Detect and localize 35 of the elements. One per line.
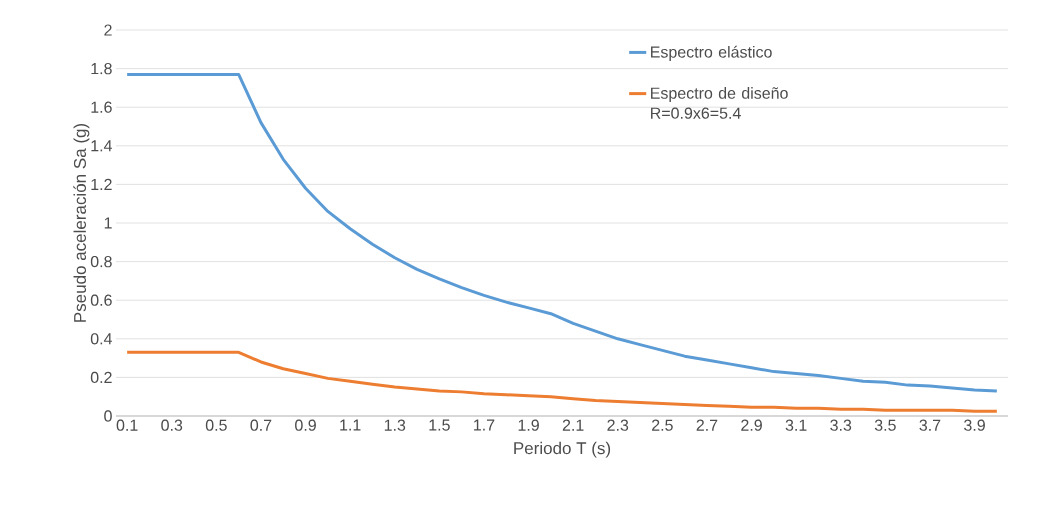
x-axis-title: Periodo T (s)	[514, 441, 611, 458]
legend-label: Espectro de diseño R=0.9x6=5.4	[651, 87, 788, 119]
x-tick-label: 1.3	[384, 419, 406, 431]
x-tick-label: 3.7	[919, 419, 941, 431]
y-axis-title: Pseudo aceleración Sa (g)	[73, 123, 90, 322]
x-tick-label: 3.9	[964, 419, 985, 431]
y-tick-label: 0.4	[90, 333, 112, 345]
x-tick-label: 0.7	[250, 419, 272, 431]
x-tick-label: 2.9	[741, 419, 762, 431]
x-tick-label: 1.7	[474, 419, 495, 431]
x-tick-label: 0.5	[205, 419, 227, 431]
x-tick-label: 2.3	[607, 419, 629, 431]
x-tick-label: 1.9	[518, 419, 539, 431]
y-tick-label: 1.6	[91, 101, 112, 113]
y-tick-label: 0	[104, 410, 112, 422]
x-tick-label: 1.5	[429, 419, 450, 431]
y-tick-label: 1.8	[91, 62, 112, 75]
x-tick-label: 0.1	[116, 419, 138, 431]
x-tick-label: 2.5	[652, 419, 673, 431]
y-tick-label: 0.8	[90, 255, 112, 268]
y-tick-label: 2	[104, 24, 112, 36]
x-tick-label: 3.1	[785, 419, 807, 431]
x-tick-label: 1.1	[340, 419, 361, 431]
legend-label: Espectro elástico	[651, 45, 772, 61]
x-tick-label: 0.9	[295, 419, 316, 431]
x-tick-label: 3.3	[830, 419, 852, 431]
y-tick-label: 0.2	[90, 371, 112, 384]
y-tick-label: 1.4	[91, 140, 112, 152]
y-tick-label: 1	[104, 217, 112, 229]
y-tick-label: 1.2	[91, 178, 112, 190]
x-tick-label: 2.7	[696, 419, 718, 431]
x-tick-label: 3.5	[874, 419, 896, 431]
x-tick-label: 2.1	[562, 419, 584, 431]
y-tick-label: 0.6	[90, 294, 112, 306]
x-tick-label: 0.3	[161, 419, 183, 431]
